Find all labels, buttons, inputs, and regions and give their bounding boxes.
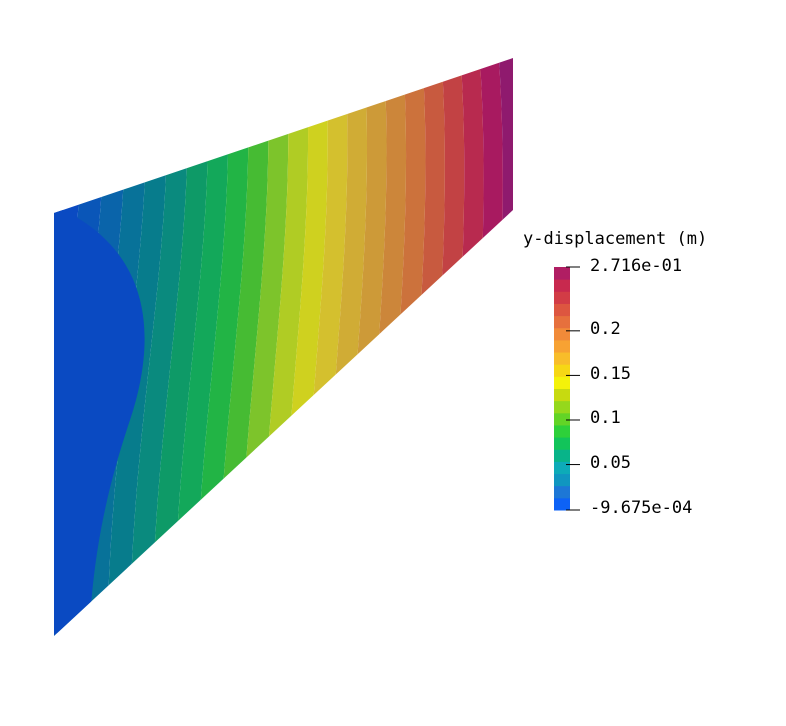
contour-band-core <box>54 200 145 636</box>
colorbar-max-label: 2.716e-01 <box>590 256 683 276</box>
colorbar-swatch <box>554 279 570 292</box>
colorbar-swatch <box>554 424 570 438</box>
colorbar-swatch <box>554 449 570 462</box>
colorbar-tick-label: 0.2 <box>590 319 621 339</box>
colorbar-tick-label: 0.15 <box>590 364 631 384</box>
colorbar-swatch <box>554 376 570 389</box>
colorbar-swatch <box>554 267 570 280</box>
colorbar-swatch <box>554 485 570 499</box>
legend-title: y-displacement (m) <box>523 229 708 249</box>
colorbar-ticks <box>566 266 580 511</box>
colorbar <box>554 267 570 511</box>
contour-band <box>129 58 188 636</box>
colorbar-swatch <box>554 412 570 426</box>
deformed-beam-surface <box>54 58 513 636</box>
colorbar-min-label: -9.675e-04 <box>590 498 693 518</box>
colorbar-swatch <box>554 339 570 353</box>
colorbar-tick-label: 0.05 <box>590 453 631 473</box>
colorbar-swatch <box>554 315 570 329</box>
colorbar-swatch <box>554 437 570 450</box>
colorbar-swatch <box>554 497 570 511</box>
colorbar-swatch <box>554 473 570 487</box>
colorbar-swatch <box>554 400 570 414</box>
colorbar-swatch <box>554 327 570 341</box>
colorbar-swatch <box>554 364 570 377</box>
colorbar-swatch <box>554 461 570 475</box>
colorbar-swatch <box>554 291 570 304</box>
colorbar-tick-label: 0.1 <box>590 408 621 428</box>
colorbar-swatch <box>554 388 570 402</box>
colorbar-swatch <box>554 352 570 365</box>
colorbar-swatch <box>554 303 570 317</box>
